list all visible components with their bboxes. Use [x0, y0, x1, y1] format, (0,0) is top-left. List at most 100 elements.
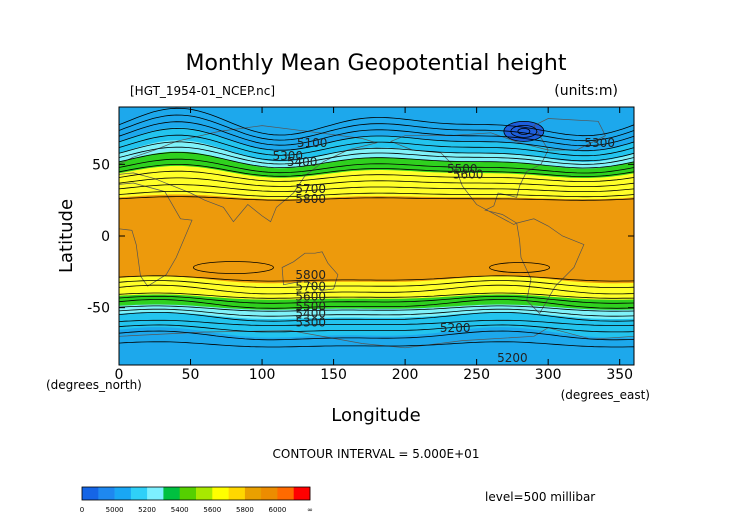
contour-line [119, 311, 634, 322]
colorbar-swatch [212, 487, 229, 500]
filled-contour-bands [119, 107, 634, 365]
contour-line [119, 305, 634, 312]
y-axis-ticks: 50 0 -50 [87, 157, 634, 317]
contour-line [119, 158, 634, 174]
contour-line [119, 280, 634, 288]
y-tick-label: 50 [92, 157, 110, 173]
contour-line [119, 134, 634, 157]
coastline [281, 251, 339, 291]
contour-label: 5500 [295, 300, 326, 314]
contour-line [119, 141, 634, 162]
contour-line [119, 284, 634, 295]
coastline [533, 118, 606, 151]
colorbar-tick-label: 5800 [236, 506, 254, 514]
contour-line [489, 262, 550, 273]
contour-label: 5400 [287, 155, 318, 169]
colorbar-swatch [130, 487, 148, 500]
x-tick-label: 150 [320, 367, 347, 383]
colorbar-tick-label: 5400 [171, 506, 189, 514]
contour-line [119, 127, 634, 152]
contour-label: 5200 [440, 321, 471, 335]
plot-area: 5100530054005500560053005700580058005700… [119, 107, 634, 365]
colorbar-swatch [228, 487, 246, 500]
contour-line [517, 127, 531, 135]
colorbar-tick-label: 5200 [138, 506, 156, 514]
colorbar-tick-label: 6000 [268, 506, 286, 514]
contour-line [119, 184, 634, 193]
contour-line [119, 341, 634, 348]
units-label: (units:m) [554, 83, 618, 99]
level-label: level=500 millibar [485, 490, 595, 504]
contour-line [119, 299, 634, 309]
contour-line [510, 124, 538, 138]
colorbar-swatch [293, 487, 311, 500]
contour-label: 5800 [295, 268, 326, 282]
x-axis-ticks: 0 50 100 150 200 250 300 350 [115, 107, 633, 383]
contour-line [119, 107, 634, 137]
contour-label: 5600 [453, 168, 484, 182]
colorbar-swatch [114, 487, 132, 500]
contour-line [119, 146, 634, 165]
contour-label: 5400 [295, 307, 326, 321]
contour-label: 5300 [584, 136, 615, 150]
contour-label: 5700 [295, 280, 326, 294]
contour-line [119, 190, 634, 198]
contour-label: 5300 [295, 315, 326, 329]
x-tick-label: 50 [182, 367, 200, 383]
colorbar [81, 486, 311, 501]
x-axis-label: Longitude [331, 405, 421, 426]
colorbar-swatch [244, 487, 262, 500]
colorbar-swatch [98, 487, 115, 500]
contour-line [119, 308, 634, 317]
x-tick-label: 200 [392, 367, 419, 383]
contour-line [119, 324, 634, 333]
coastline [516, 218, 585, 314]
colorbar-tick-label: 0 [80, 506, 84, 514]
contour-label: 5200 [497, 351, 528, 365]
contour-line [119, 164, 634, 178]
contour-label: 5600 [295, 290, 326, 304]
x-tick-label: 350 [606, 367, 633, 383]
file-label: [HGT_1954-01_NCEP.nc] [130, 84, 275, 98]
band-5200-north [119, 107, 634, 152]
colorbar-swatch [277, 487, 294, 500]
contour-lines [119, 107, 634, 348]
contour-label: 5100 [297, 136, 328, 150]
x-tick-label: 300 [535, 367, 562, 383]
contour-line [119, 152, 634, 169]
colorbar-tick-label: ∞ [307, 506, 313, 514]
colorbar-swatch [196, 487, 213, 500]
y-tick-label: -50 [87, 301, 110, 317]
chart-title: Monthly Mean Geopotential height [185, 51, 566, 76]
x-tick-label: 100 [249, 367, 276, 383]
contour-line [119, 114, 634, 142]
colorbar-tick-label: 5600 [203, 506, 221, 514]
colorbar-swatch [179, 487, 197, 500]
contour-labels: 5100530054005500560053005700580058005700… [273, 136, 615, 365]
colorbar-tick-labels: 0 5000 5200 5400 5600 5800 6000 ∞ [80, 506, 313, 514]
contour-line [503, 120, 545, 142]
contour-interval-label: CONTOUR INTERVAL = 5.000E+01 [273, 447, 480, 461]
contour-label: 5800 [295, 192, 326, 206]
x-tick-label: 250 [463, 367, 490, 383]
colorbar-tick-label: 5000 [106, 506, 124, 514]
y-tick-label: 0 [101, 229, 110, 245]
colorbar-swatch [261, 487, 278, 500]
contour-label: 5500 [447, 162, 478, 176]
colorbar-swatch [163, 487, 180, 500]
x-tick-label: 0 [115, 367, 124, 383]
contour-label: 5700 [295, 182, 326, 196]
contour-line [119, 330, 634, 341]
colorbar-swatch [82, 487, 99, 500]
contour-line [119, 196, 634, 201]
contour-line [119, 170, 634, 183]
contour-line [193, 261, 274, 274]
x-unit-label: (degrees_east) [561, 388, 650, 402]
contour-label: 5300 [273, 149, 304, 163]
y-axis-label: Latitude [56, 199, 77, 273]
colorbar-frame [81, 486, 311, 501]
contour-line [119, 275, 634, 282]
contour-line [119, 295, 634, 304]
coastline [389, 132, 549, 225]
